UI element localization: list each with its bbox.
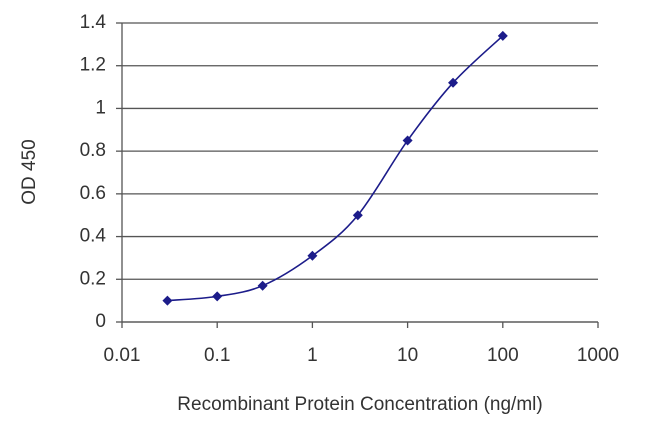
- data-point: [402, 135, 413, 146]
- y-tick-label: 0.8: [80, 140, 106, 161]
- x-tick-label: 100: [487, 345, 519, 366]
- data-point: [162, 295, 173, 306]
- y-tick-label: 1.2: [80, 55, 106, 76]
- data-line: [167, 35, 504, 302]
- data-point: [212, 291, 223, 302]
- y-axis-label: OD 450: [19, 139, 40, 204]
- x-tick-label: 1000: [577, 345, 619, 366]
- y-tick-label: 0.4: [80, 226, 107, 247]
- y-tick-label: 0: [95, 311, 106, 332]
- x-tick-label: 0.01: [104, 345, 141, 366]
- x-tick-label: 10: [397, 345, 418, 366]
- y-tick-label: 0.2: [80, 268, 106, 289]
- y-tick-label: 1: [95, 97, 106, 118]
- y-tick-label: 1.4: [80, 12, 107, 33]
- data-point: [257, 280, 268, 291]
- data-point: [352, 210, 363, 221]
- data-point: [497, 30, 508, 41]
- x-tick-label: 1: [307, 345, 318, 366]
- x-axis-label: Recombinant Protein Concentration (ng/ml…: [177, 394, 542, 415]
- x-tick-label: 0.1: [204, 345, 230, 366]
- data-point: [448, 77, 459, 88]
- y-tick-label: 0.6: [80, 183, 106, 204]
- data-point: [307, 250, 318, 261]
